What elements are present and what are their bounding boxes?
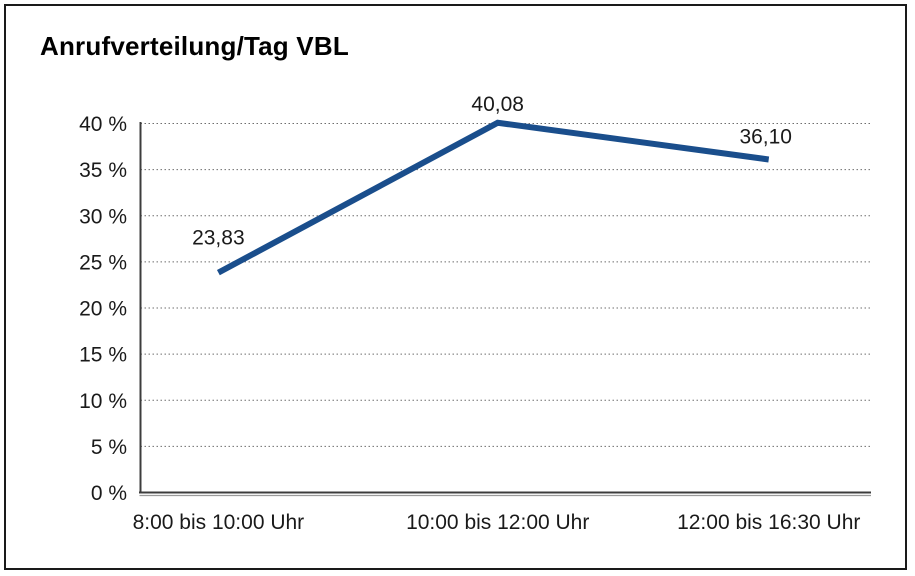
data-label: 23,83 xyxy=(192,227,245,250)
x-axis-label: 12:00 bis 16:30 Uhr xyxy=(677,511,860,534)
y-tick-label: 0 % xyxy=(91,482,127,505)
y-tick-label: 25 % xyxy=(79,251,127,274)
data-line xyxy=(216,119,770,276)
y-tick-label: 15 % xyxy=(79,344,127,367)
chart-title: Anrufverteilung/Tag VBL xyxy=(40,31,349,61)
x-axis-label: 10:00 bis 12:00 Uhr xyxy=(406,511,589,534)
y-tick-label: 20 % xyxy=(79,298,127,321)
x-axis-label: 8:00 bis 10:00 Uhr xyxy=(133,511,305,534)
y-tick-label: 35 % xyxy=(79,159,127,182)
data-label: 36,10 xyxy=(739,125,792,148)
y-tick-label: 30 % xyxy=(79,205,127,228)
data-label: 40,08 xyxy=(471,93,524,116)
y-tick-label: 40 % xyxy=(79,113,127,136)
chart-frame xyxy=(4,4,907,570)
y-tick-label: 10 % xyxy=(79,390,127,413)
y-tick-label: 5 % xyxy=(91,436,127,459)
